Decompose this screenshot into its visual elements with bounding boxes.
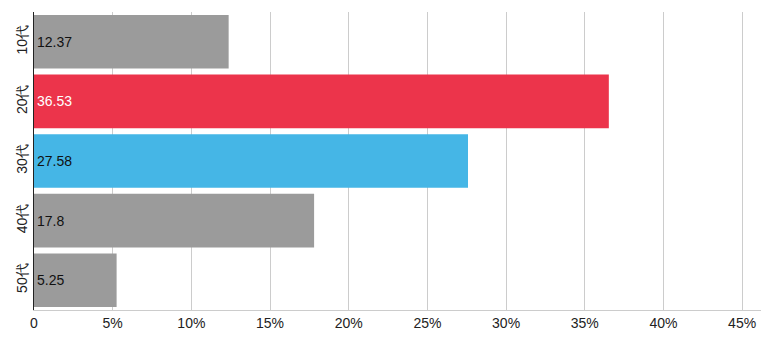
svg-text:10代: 10代: [14, 25, 30, 55]
svg-text:35%: 35%: [571, 315, 599, 331]
svg-text:17.8: 17.8: [37, 213, 64, 229]
svg-text:5%: 5%: [103, 315, 123, 331]
svg-text:40%: 40%: [649, 315, 677, 331]
svg-text:45%: 45%: [728, 315, 756, 331]
svg-text:27.58: 27.58: [37, 153, 72, 169]
svg-text:25%: 25%: [413, 315, 441, 331]
svg-text:30代: 30代: [14, 144, 30, 174]
svg-text:15%: 15%: [256, 315, 284, 331]
svg-text:36.53: 36.53: [37, 93, 72, 109]
svg-text:20%: 20%: [335, 315, 363, 331]
svg-text:20代: 20代: [14, 85, 30, 115]
svg-text:10%: 10%: [177, 315, 205, 331]
svg-text:40代: 40代: [14, 204, 30, 234]
svg-text:12.37: 12.37: [37, 34, 72, 50]
svg-text:30%: 30%: [492, 315, 520, 331]
svg-text:0: 0: [30, 315, 38, 331]
svg-text:5.25: 5.25: [37, 272, 64, 288]
svg-text:50代: 50代: [14, 263, 30, 293]
